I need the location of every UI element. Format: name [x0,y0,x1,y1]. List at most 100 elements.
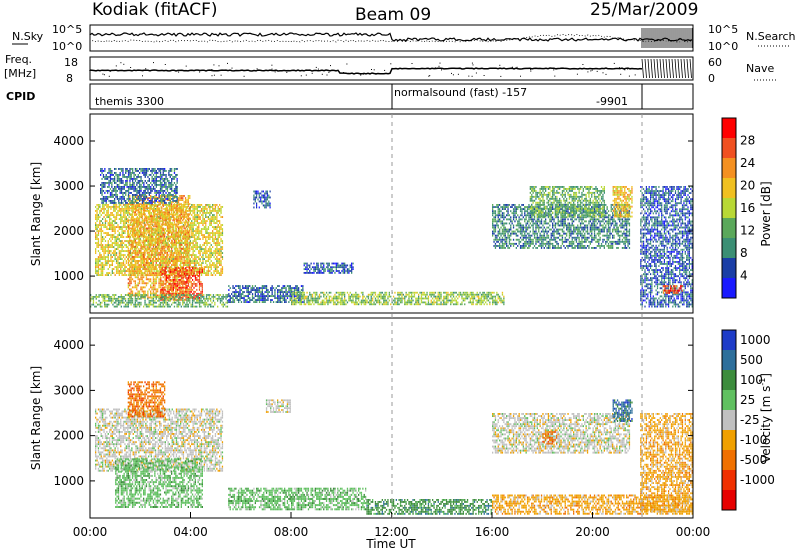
range-time-cell [195,218,197,220]
range-time-cell [120,192,123,194]
range-time-cell [138,274,140,276]
range-time-cell [171,209,173,212]
range-time-cell [138,229,141,232]
range-time-cell [138,249,141,252]
nave-point [373,69,375,71]
range-time-cell [119,301,121,304]
range-time-cell [177,226,179,228]
range-time-cell [129,272,132,274]
range-time-cell [182,215,184,218]
range-time-cell [118,238,120,240]
range-time-cell [137,205,139,208]
range-time-cell [120,294,122,296]
range-time-cell [185,269,187,271]
range-time-cell [216,240,218,242]
range-time-cell [118,176,120,178]
range-time-cell [162,247,164,250]
range-time-cell [209,222,211,224]
range-time-cell [138,203,141,206]
range-time-cell [115,202,117,204]
range-time-cell [176,262,178,264]
range-time-cell [129,240,132,242]
range-time-cell [219,220,221,222]
range-time-cell [162,284,164,287]
range-time-cell [207,260,210,262]
range-time-cell [162,205,164,208]
range-time-cell [180,260,182,262]
range-time-cell [132,168,134,170]
range-time-cell [219,236,221,238]
range-time-cell [175,275,177,277]
range-time-cell [148,215,150,218]
range-time-cell [129,270,132,272]
range-time-cell [143,190,145,192]
range-time-cell [192,210,194,212]
range-time-cell [150,242,152,244]
range-time-cell [101,188,103,190]
range-time-cell [165,213,167,216]
range-time-cell [135,268,137,270]
range-time-cell [186,254,189,256]
range-time-cell [97,206,100,208]
range-time-cell [177,218,179,220]
range-time-cell [159,210,161,212]
range-time-cell [148,280,150,283]
range-time-cell [186,215,188,218]
freq-label-1: Freq. [5,53,32,66]
range-time-cell [180,221,182,224]
range-time-cell [198,264,200,266]
range-time-cell [188,260,190,262]
range-time-cell [158,305,160,308]
range-time-cell [153,244,155,246]
range-time-cell [97,260,100,262]
range-time-cell [137,235,139,238]
range-time-cell [148,253,150,256]
range-time-cell [157,201,159,203]
range-time-cell [151,296,153,299]
range-time-cell [166,210,168,212]
range-time-cell [162,217,164,220]
range-time-cell [198,214,200,216]
range-time-cell [145,294,148,296]
range-time-cell [196,267,198,269]
range-time-cell [143,229,145,232]
range-time-cell [189,237,191,240]
range-time-cell [201,267,203,269]
range-time-cell [139,196,141,198]
range-time-cell [189,212,191,214]
range-time-cell [221,268,224,270]
range-time-cell [209,262,211,264]
range-time-cell [114,222,116,224]
range-time-cell [96,266,98,268]
range-time-cell [132,224,134,226]
range-time-cell [152,294,155,296]
range-time-cell [152,217,155,220]
range-time-cell [198,210,200,212]
range-time-cell [159,233,162,236]
range-time-cell [139,172,141,174]
range-time-cell [189,294,191,296]
range-time-cell [110,218,112,220]
range-time-cell [117,214,119,216]
range-time-cell [169,225,171,228]
nave-point [530,69,532,71]
range-time-cell [144,251,146,254]
range-time-cell [172,215,174,218]
range-time-cell [120,297,122,300]
range-time-cell [173,262,176,264]
range-time-cell [127,192,130,194]
range-time-cell [97,216,100,218]
range-time-cell [141,212,143,214]
range-time-cell [131,256,133,258]
range-time-cell [177,299,180,302]
range-time-cell [124,266,126,268]
range-time-cell [125,192,127,194]
range-time-cell [161,243,163,246]
range-time-cell [177,212,179,214]
range-time-cell [154,229,156,232]
range-time-cell [147,253,149,256]
range-time-cell [160,277,162,279]
range-time-cell [92,299,95,302]
range-time-cell [161,240,164,242]
range-time-cell [127,219,129,222]
